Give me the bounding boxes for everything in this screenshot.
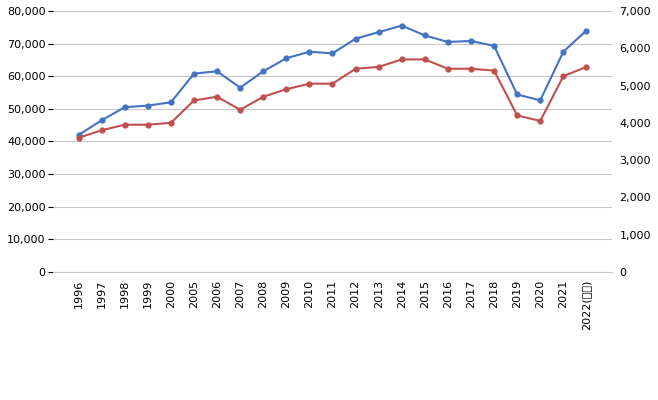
生豚出荷頭数 [190, 71, 198, 76]
生豚出荷頭数 [236, 85, 244, 90]
豚肉生産量 [559, 74, 567, 79]
豚肉生産量 [374, 64, 382, 69]
Line: 生豚出荷頭数: 生豚出荷頭数 [76, 23, 589, 137]
生豚出荷頭数 [328, 51, 336, 56]
生豚出荷頭数 [282, 56, 290, 61]
豚肉生産量 [444, 66, 452, 71]
生豚出荷頭数 [398, 23, 406, 28]
豚肉生産量 [582, 64, 590, 69]
生豚出荷頭数 [213, 69, 221, 74]
豚肉生産量 [305, 81, 313, 86]
豚肉生産量 [536, 118, 544, 123]
生豚出荷頭数 [513, 92, 521, 97]
生豚出荷頭数 [74, 132, 82, 137]
生豚出荷頭数 [467, 38, 475, 43]
生豚出荷頭数 [121, 105, 129, 110]
生豚出荷頭数 [444, 40, 452, 44]
生豚出荷頭数 [374, 30, 382, 34]
豚肉生産量 [282, 87, 290, 92]
豚肉生産量 [351, 66, 359, 71]
豚肉生産量 [398, 57, 406, 62]
豚肉生産量 [421, 57, 429, 62]
生豚出荷頭数 [144, 103, 152, 108]
豚肉生産量 [74, 135, 82, 140]
生豚出荷頭数 [305, 49, 313, 54]
豚肉生産量 [259, 94, 267, 99]
豚肉生産量 [190, 98, 198, 103]
豚肉生産量 [121, 122, 129, 127]
生豚出荷頭数 [559, 49, 567, 54]
豚肉生産量 [490, 68, 498, 73]
生豚出荷頭数 [167, 100, 175, 105]
生豚出荷頭数 [490, 44, 498, 48]
豚肉生産量 [236, 107, 244, 112]
生豚出荷頭数 [259, 69, 267, 74]
豚肉生産量 [144, 122, 152, 127]
生豚出荷頭数 [536, 98, 544, 103]
生豚出荷頭数 [421, 33, 429, 38]
生豚出荷頭数 [98, 118, 106, 123]
豚肉生産量 [328, 81, 336, 86]
豚肉生産量 [167, 120, 175, 125]
生豚出荷頭数 [351, 36, 359, 41]
Line: 豚肉生産量: 豚肉生産量 [76, 57, 589, 140]
豚肉生産量 [213, 94, 221, 99]
生豚出荷頭数 [582, 28, 590, 33]
豚肉生産量 [513, 113, 521, 118]
豚肉生産量 [467, 66, 475, 71]
豚肉生産量 [98, 128, 106, 133]
